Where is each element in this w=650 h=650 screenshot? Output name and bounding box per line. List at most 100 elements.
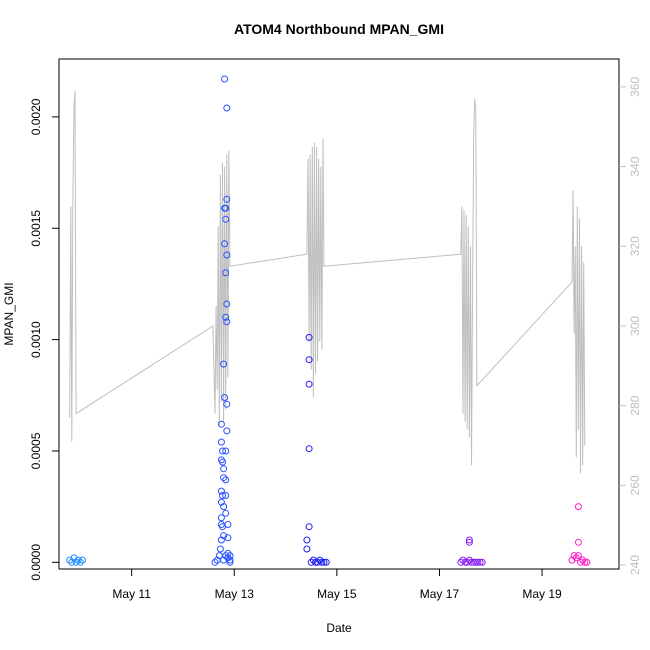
data-point-series-0-2 <box>70 554 78 562</box>
data-point-series-1-43 <box>224 554 232 562</box>
y2-tick-label-3: 300 <box>628 316 642 336</box>
data-point-series-1-48 <box>226 552 234 560</box>
plot-frame <box>58 58 620 570</box>
y2-tick-label-2: 280 <box>628 395 642 415</box>
data-point-series-1-12 <box>219 447 226 455</box>
data-point-series-4-9 <box>583 558 591 566</box>
data-point-series-1-41 <box>224 534 232 542</box>
data-point-series-1-38 <box>222 492 230 499</box>
y2-tick-label-4: 320 <box>628 236 642 256</box>
chart-title: ATOM4 Northbound MPAN_GMI <box>234 21 444 37</box>
data-point-series-3-6 <box>465 556 473 564</box>
data-point-series-3-4 <box>465 538 473 546</box>
data-point-series-1-11 <box>217 420 225 428</box>
x-tick-label-3: May 17 <box>420 587 460 601</box>
data-point-series-1-30 <box>223 195 231 203</box>
data-point-series-4-2 <box>572 554 580 562</box>
data-point-series-1-37 <box>222 476 230 484</box>
data-point-series-1-18 <box>220 503 228 511</box>
data-point-series-2-13 <box>320 558 328 566</box>
y-tick-label-3: 0.0015 <box>29 210 43 247</box>
data-point-series-1-25 <box>222 204 230 212</box>
data-point-series-1-29 <box>223 104 231 112</box>
data-point-series-1-36 <box>222 447 230 455</box>
y-tick-label-4: 0.0020 <box>29 98 43 135</box>
data-point-series-0-5 <box>76 558 84 566</box>
data-point-series-1-16 <box>220 465 228 473</box>
data-point-series-1-0 <box>211 558 219 566</box>
data-point-series-1-10 <box>217 438 225 446</box>
y-tick-label-1: 0.0005 <box>29 432 43 469</box>
data-point-series-1-46 <box>226 558 234 566</box>
data-point-series-2-3 <box>305 445 313 453</box>
data-point-series-1-17 <box>220 474 228 482</box>
y2-tick-label-5: 340 <box>628 156 642 176</box>
data-point-series-1-3 <box>216 545 224 553</box>
data-point-series-3-11 <box>476 558 484 566</box>
data-point-series-4-7 <box>579 556 587 564</box>
data-point-series-2-0 <box>305 333 313 341</box>
data-point-series-1-42 <box>224 549 232 557</box>
data-point-series-1-13 <box>219 458 226 466</box>
points-layer <box>66 75 591 566</box>
data-point-series-2-4 <box>305 523 313 531</box>
data-point-series-4-3 <box>574 538 582 546</box>
data-point-series-0-1 <box>68 558 76 566</box>
data-point-series-4-5 <box>574 552 582 560</box>
secondary-series-layer <box>69 90 586 474</box>
data-point-series-1-8 <box>217 487 225 495</box>
data-point-series-2-12 <box>318 558 326 566</box>
data-point-series-2-14 <box>322 558 330 566</box>
x-tick-label-0: May 11 <box>112 587 151 601</box>
data-point-series-1-32 <box>223 300 231 308</box>
data-point-series-1-39 <box>222 509 230 517</box>
data-point-series-4-8 <box>581 558 589 566</box>
x-tick-label-1: May 13 <box>215 587 255 601</box>
secondary-series-line <box>69 90 586 474</box>
data-point-series-1-28 <box>222 313 230 321</box>
data-point-series-1-34 <box>223 400 231 408</box>
data-point-series-3-10 <box>474 558 482 566</box>
data-point-series-1-20 <box>220 360 228 368</box>
data-point-series-1-21 <box>221 394 229 401</box>
data-point-series-4-0 <box>568 556 576 564</box>
data-point-series-1-14 <box>219 492 226 499</box>
data-point-series-2-2 <box>305 380 313 388</box>
x-axis-label: Date <box>326 621 352 635</box>
data-point-series-1-22 <box>221 240 229 248</box>
data-point-series-0-6 <box>79 556 86 564</box>
data-point-series-1-31 <box>223 251 231 259</box>
data-point-series-2-11 <box>316 556 324 564</box>
y2-tick-label-6: 360 <box>628 77 642 97</box>
data-point-series-1-7 <box>217 498 225 506</box>
data-point-series-2-6 <box>303 545 311 553</box>
data-point-series-3-5 <box>465 536 473 544</box>
y-axis-label: MPAN_GMI <box>2 282 16 345</box>
data-point-series-0-4 <box>74 556 82 564</box>
data-point-series-4-4 <box>574 503 582 511</box>
data-point-series-2-5 <box>303 536 311 544</box>
x-tick-label-2: May 15 <box>317 587 357 601</box>
data-point-series-3-12 <box>478 558 486 566</box>
data-point-series-1-47 <box>226 556 234 564</box>
data-point-series-1-19 <box>220 532 228 540</box>
y-tick-label-0: 0.0000 <box>29 544 43 581</box>
y-tick-label-2: 0.0010 <box>29 321 43 358</box>
axes-layer: May 11 May 13 May 15 May 17 May 19 0.0000 0.00… <box>29 77 642 601</box>
data-point-series-0-0 <box>66 556 74 564</box>
data-point-series-1-40 <box>224 521 232 528</box>
data-point-series-1-24 <box>221 75 229 83</box>
data-point-series-1-44 <box>222 552 230 560</box>
data-point-series-1-26 <box>222 215 230 223</box>
x-tick-label-4: May 19 <box>522 587 562 601</box>
data-point-series-0-3 <box>72 558 80 566</box>
y2-tick-label-1: 260 <box>628 475 642 495</box>
y2-tick-label-0: 240 <box>628 555 642 575</box>
data-point-series-1-35 <box>223 427 231 435</box>
data-point-series-2-1 <box>305 356 313 364</box>
data-point-series-1-4 <box>217 536 225 544</box>
data-point-series-1-6 <box>217 514 225 522</box>
data-point-series-4-1 <box>570 552 578 560</box>
data-point-series-1-33 <box>223 318 231 326</box>
